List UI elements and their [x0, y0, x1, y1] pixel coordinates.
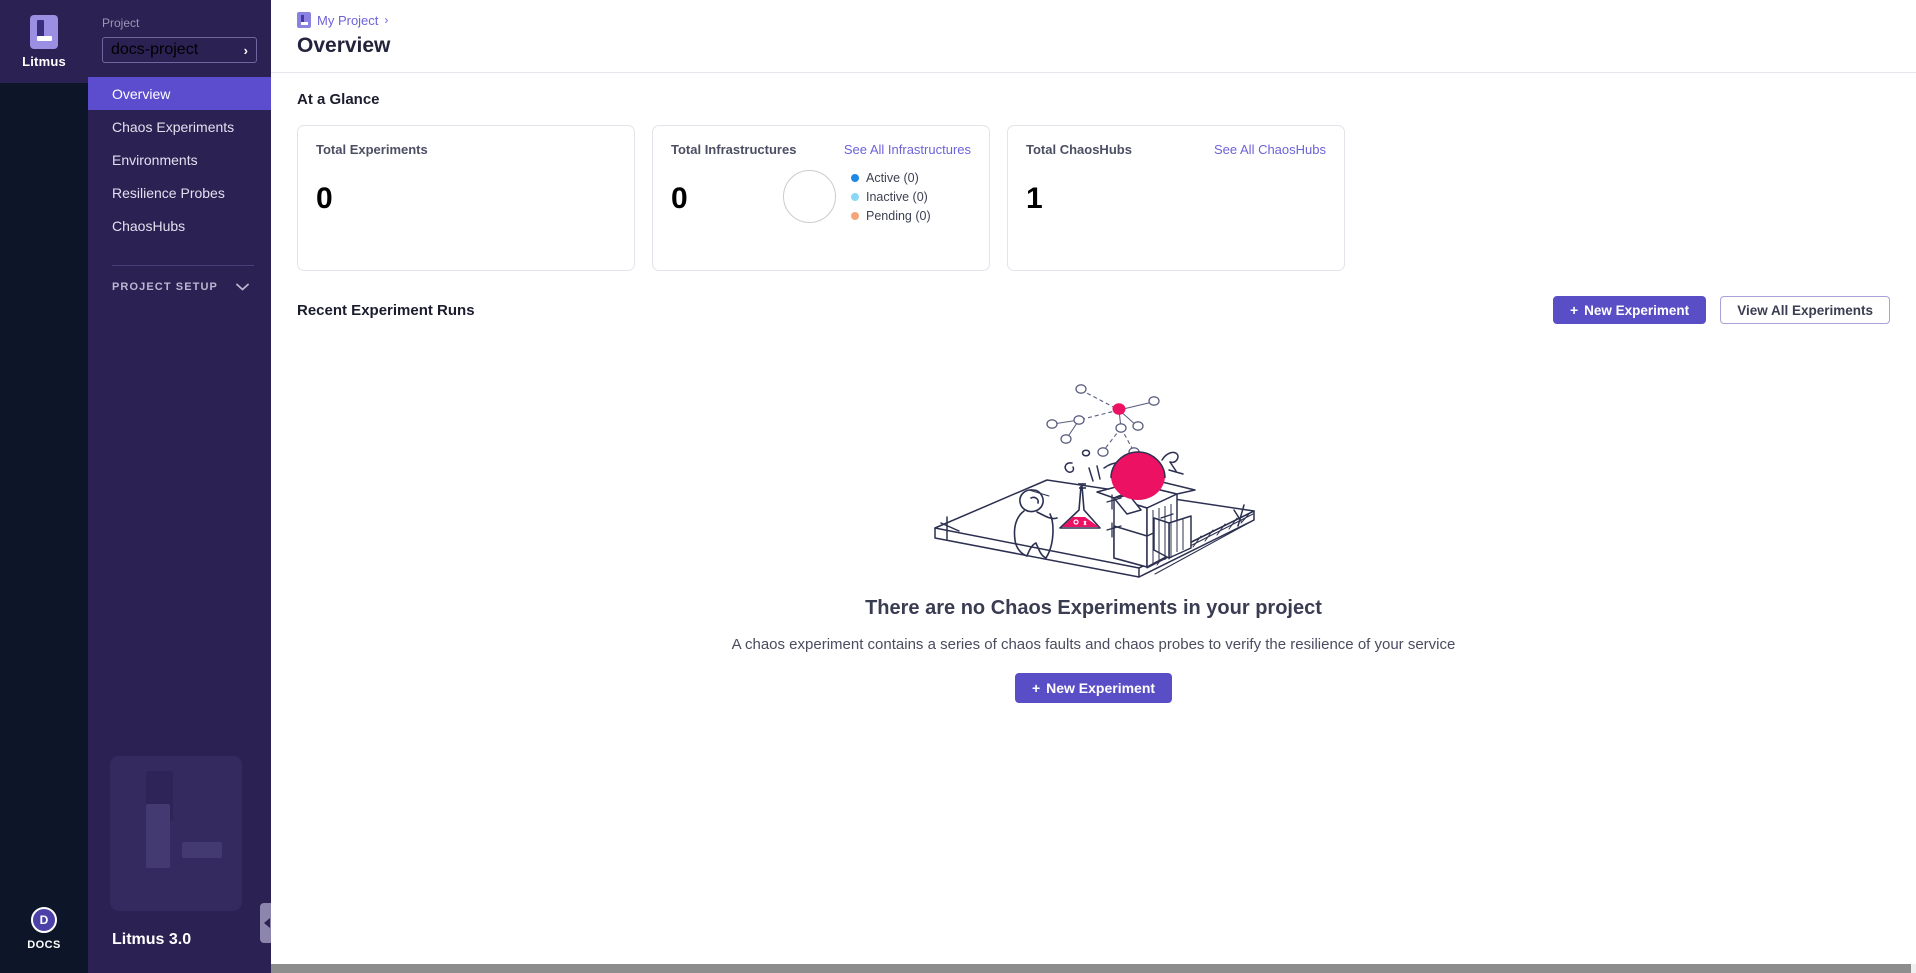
card-label: Total Infrastructures: [671, 142, 797, 157]
see-all-infrastructures-link[interactable]: See All Infrastructures: [843, 142, 971, 157]
card-total-infrastructures: Total Infrastructures See All Infrastruc…: [652, 125, 990, 271]
project-selector-group: Project docs-project ›: [88, 0, 271, 63]
docs-button[interactable]: D DOCS: [0, 907, 88, 951]
project-setup-toggle[interactable]: PROJECT SETUP: [88, 281, 271, 293]
infrastructure-status-chart: Active (0) Inactive (0) Pending (0): [783, 170, 931, 223]
view-all-experiments-label: View All Experiments: [1737, 302, 1873, 318]
chevron-left-icon: [264, 918, 270, 928]
legend-item-inactive: Inactive (0): [851, 190, 931, 204]
sidebar-item-chaos-experiments[interactable]: Chaos Experiments: [88, 110, 271, 143]
empty-state: There are no Chaos Experiments in your p…: [297, 368, 1890, 703]
content-area: At a Glance Total Experiments 0 Total In…: [271, 73, 1916, 703]
project-label: Project: [102, 16, 140, 30]
legend-item-active: Active (0): [851, 171, 931, 185]
docs-icon: D: [31, 907, 57, 933]
breadcrumb-separator-icon: ›: [384, 13, 389, 27]
empty-state-title: There are no Chaos Experiments in your p…: [865, 597, 1322, 619]
project-setup-label: PROJECT SETUP: [112, 281, 218, 293]
app-rail: Litmus D DOCS: [0, 0, 88, 973]
docs-label: DOCS: [27, 939, 61, 951]
page-header: My Project › Overview: [271, 0, 1916, 73]
empty-state-subtitle: A chaos experiment contains a series of …: [731, 636, 1456, 653]
recent-experiment-runs-title: Recent Experiment Runs: [297, 301, 475, 319]
main-content: My Project › Overview At a Glance Total …: [271, 0, 1916, 973]
breadcrumb-link-my-project[interactable]: My Project: [317, 12, 379, 28]
card-header: Total Experiments: [316, 142, 616, 157]
page-title: Overview: [297, 34, 391, 57]
legend-label: Pending (0): [866, 208, 931, 223]
litmus-logo-label: Litmus: [22, 53, 66, 69]
at-a-glance-title: At a Glance: [297, 91, 380, 108]
legend-label: Inactive (0): [866, 189, 928, 204]
sidebar-item-label: Resilience Probes: [112, 184, 225, 201]
sidebar-nav: Overview Chaos Experiments Environments …: [88, 77, 271, 242]
sidebar-item-label: Chaos Experiments: [112, 118, 235, 135]
litmus-logo-icon: [30, 14, 58, 49]
chaos-experiment-sketch-icon: [933, 384, 1255, 578]
sidebar-item-resilience-probes[interactable]: Resilience Probes: [88, 176, 271, 209]
chart-legend: Active (0) Inactive (0) Pending (0): [851, 171, 931, 223]
legend-dot-active: [851, 173, 859, 182]
sidebar-watermark: [110, 756, 242, 911]
plus-icon: +: [1569, 302, 1579, 318]
legend-dot-pending: [851, 211, 859, 220]
card-total-experiments: Total Experiments 0: [297, 125, 635, 271]
sidebar-item-label: Environments: [112, 151, 198, 168]
legend-dot-inactive: [851, 192, 859, 201]
card-value: 0: [671, 182, 688, 215]
empty-state-new-experiment-button[interactable]: + New Experiment: [1014, 673, 1173, 703]
donut-chart: [783, 170, 836, 223]
card-total-chaoshubs: Total ChaosHubs See All ChaosHubs 1: [1007, 125, 1345, 271]
litmus-home-button[interactable]: Litmus: [0, 0, 88, 83]
sidebar-item-label: Overview: [112, 85, 171, 102]
glance-cards: Total Experiments 0 Total Infrastructure…: [297, 125, 1890, 271]
chevron-down-glyph: [236, 283, 249, 291]
card-label: Total ChaosHubs: [1026, 142, 1132, 157]
legend-label: Active (0): [866, 170, 919, 185]
watermark-bar-c: [182, 842, 222, 858]
plus-icon: +: [1031, 680, 1041, 696]
project-selector-value: docs-project: [111, 41, 199, 58]
see-all-chaoshubs-link[interactable]: See All ChaosHubs: [1213, 142, 1326, 157]
sidebar-item-overview[interactable]: Overview: [88, 77, 271, 110]
sidebar-item-label: ChaosHubs: [112, 217, 186, 234]
horizontal-scrollbar[interactable]: [271, 964, 1916, 973]
horizontal-scrollbar-thumb[interactable]: [271, 964, 1911, 973]
sidebar-collapse-handle[interactable]: [260, 903, 271, 943]
sidebar-item-chaoshubs[interactable]: ChaosHubs: [88, 209, 271, 242]
recent-runs-bar: Recent Experiment Runs + New Experiment …: [297, 296, 1890, 324]
sidebar-divider: [112, 265, 254, 266]
breadcrumb: My Project ›: [297, 12, 1916, 28]
card-value: 1: [1026, 182, 1043, 215]
sidebar-item-environments[interactable]: Environments: [88, 143, 271, 176]
empty-state-new-experiment-label: New Experiment: [1046, 680, 1156, 696]
new-experiment-button[interactable]: + New Experiment: [1552, 296, 1707, 324]
card-value: 0: [316, 182, 333, 215]
legend-item-pending: Pending (0): [851, 209, 931, 223]
watermark-bar-b: [146, 804, 170, 868]
card-header: Total ChaosHubs See All ChaosHubs: [1026, 142, 1326, 157]
chevron-right-icon: ›: [243, 42, 248, 58]
project-icon: [297, 12, 311, 28]
recent-runs-actions: + New Experiment View All Experiments: [1552, 296, 1890, 324]
chevron-down-icon: [236, 281, 249, 293]
sidebar: Project docs-project › Overview Chaos Ex…: [88, 0, 271, 973]
view-all-experiments-button[interactable]: View All Experiments: [1720, 296, 1890, 324]
project-selector[interactable]: docs-project ›: [102, 37, 257, 63]
card-header: Total Infrastructures See All Infrastruc…: [671, 142, 971, 157]
new-experiment-label: New Experiment: [1584, 302, 1690, 318]
litmus-version-label: Litmus 3.0: [112, 931, 192, 948]
card-label: Total Experiments: [316, 142, 428, 157]
